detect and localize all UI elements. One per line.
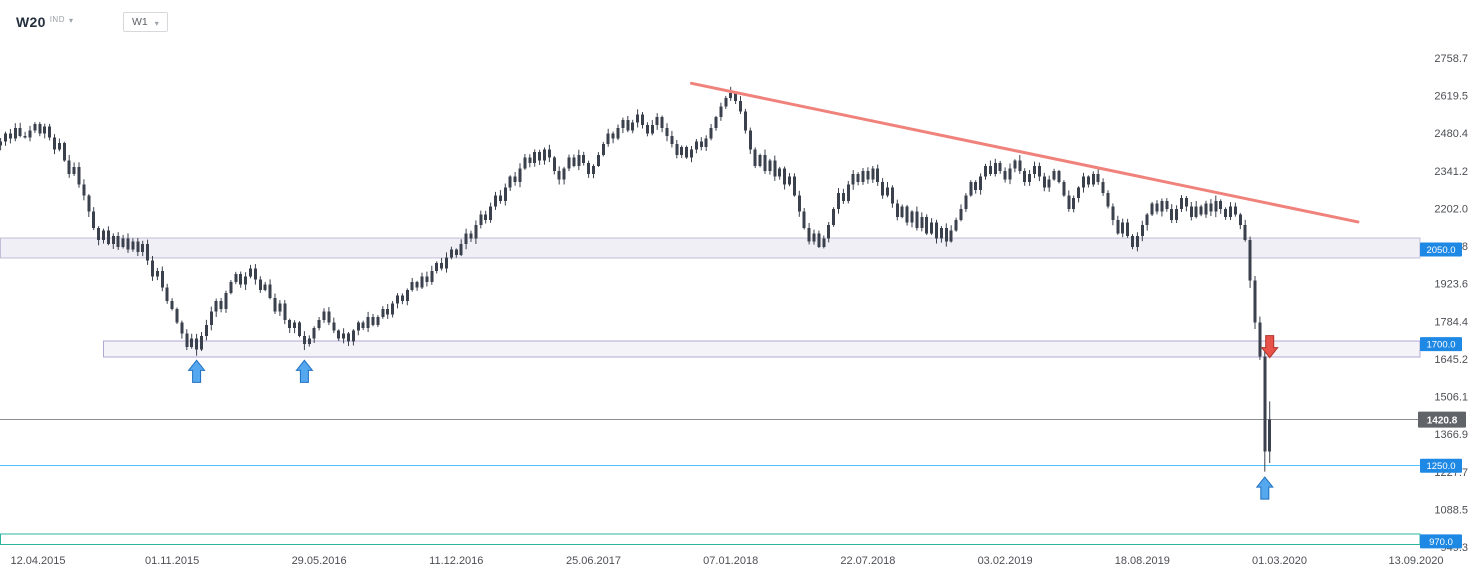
- x-axis-date-label: 22.07.2018: [840, 555, 895, 567]
- x-axis-date-label: 13.09.2020: [1388, 555, 1443, 567]
- x-axis-date-label: 03.02.2019: [978, 555, 1033, 567]
- price-level-label: [1420, 534, 1462, 549]
- price-level-label: [1420, 458, 1462, 473]
- x-axis-date-label: 01.11.2015: [145, 555, 199, 567]
- candles-series: [0, 86, 1272, 472]
- current-price-label: [1418, 411, 1466, 428]
- y-axis-tick-label: 2480.4: [1434, 128, 1468, 140]
- y-axis: 2758.72619.52480.42341.22202.02062.81923…: [1434, 53, 1468, 554]
- y-axis-tick-label: 1366.9: [1434, 429, 1468, 441]
- support-resistance-zone[interactable]: [103, 340, 1421, 358]
- up-arrow-icon[interactable]: [187, 359, 206, 383]
- price-levels: [0, 237, 1421, 546]
- price-level-label: [1420, 337, 1462, 352]
- instrument-type-label: IND: [49, 15, 65, 24]
- symbol-name: W20: [16, 14, 46, 30]
- x-axis-date-label: 11.12.2016: [429, 555, 483, 567]
- x-axis-date-label: 12.04.2015: [10, 555, 65, 567]
- y-axis-tick-label: 1923.6: [1434, 279, 1468, 291]
- support-resistance-zone[interactable]: [0, 533, 1421, 546]
- price-level-label-text: 1250.0: [1426, 461, 1455, 472]
- x-axis-date-label: 29.05.2016: [292, 555, 347, 567]
- y-axis-tick-label: 1506.1: [1434, 392, 1468, 404]
- y-axis-tick-label: 2619.5: [1434, 91, 1468, 103]
- y-axis-tick-label: 2202.0: [1434, 203, 1468, 215]
- price-level-label-text: 2050.0: [1426, 245, 1455, 256]
- symbol-selector[interactable]: W20 IND ▾: [16, 14, 73, 30]
- price-level-label-text: 970.0: [1429, 537, 1453, 548]
- x-axis-date-label: 01.03.2020: [1252, 555, 1307, 567]
- price-level-label-text: 1700.0: [1426, 340, 1455, 351]
- up-arrow-icon[interactable]: [295, 359, 314, 383]
- descending-trendline[interactable]: [690, 81, 1360, 224]
- timeframe-selector[interactable]: W1 ▾: [122, 12, 168, 32]
- support-resistance-zone[interactable]: [0, 237, 1421, 259]
- y-axis-tick-label: 1088.5: [1434, 504, 1468, 516]
- timeframe-label: W1: [131, 16, 148, 28]
- y-axis-tick-label: 1645.2: [1434, 354, 1468, 366]
- price-level-label: [1420, 242, 1462, 257]
- x-axis: 12.04.2015 01.11.2015 29.05.2016 11.12.2016…: [10, 555, 1443, 567]
- down-arrow-icon[interactable]: [1260, 335, 1279, 359]
- up-arrow-icon[interactable]: [1255, 476, 1274, 500]
- y-axis-tick-label: 1784.4: [1434, 316, 1468, 328]
- x-axis-date-label: 07.01.2018: [703, 555, 758, 567]
- x-axis-date-label: 18.08.2019: [1115, 555, 1170, 567]
- y-axis-tick-label: 2758.7: [1434, 53, 1468, 65]
- chevron-down-icon: ▾: [154, 18, 159, 28]
- current-price-label-text: 1420.8: [1427, 416, 1458, 427]
- y-axis-tick-label: 2341.2: [1434, 166, 1468, 178]
- x-axis-date-label: 25.06.2017: [566, 555, 621, 567]
- chart-toolbar: W20 IND ▾ W1 ▾: [16, 12, 168, 32]
- chevron-down-icon: ▾: [68, 16, 73, 25]
